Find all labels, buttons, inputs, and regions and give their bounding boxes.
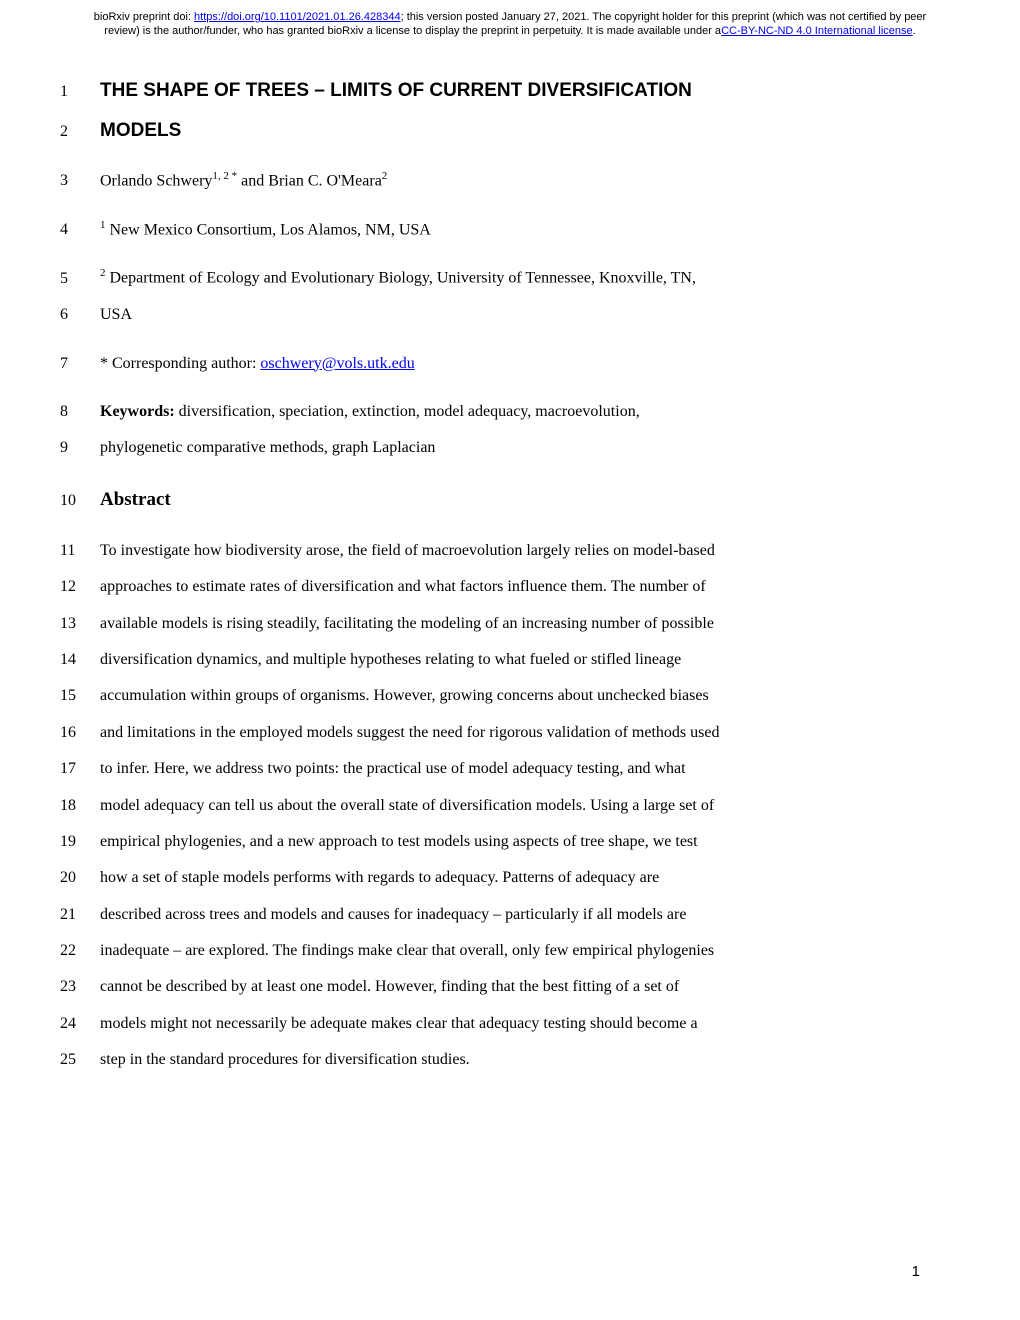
abstract-line: 17to infer. Here, we address two points:… (60, 754, 920, 784)
preprint-banner: bioRxiv preprint doi: https://doi.org/10… (0, 0, 1020, 44)
affil-body: New Mexico Consortium, Los Alamos, NM, U… (106, 221, 431, 238)
abstract-text: empirical phylogenies, and a new approac… (100, 827, 920, 857)
affiliation-text: 2 Department of Ecology and Evolutionary… (100, 263, 920, 294)
line-number: 17 (60, 760, 100, 778)
affiliation-2-line2: 6 USA (60, 300, 920, 330)
abstract-line: 11To investigate how biodiversity arose,… (60, 536, 920, 566)
affiliation-text: 1 New Mexico Consortium, Los Alamos, NM,… (100, 215, 920, 246)
abstract-text: inadequate – are explored. The findings … (100, 936, 920, 966)
abstract-text: accumulation within groups of organisms.… (100, 681, 920, 711)
abstract-line: 16and limitations in the employed models… (60, 718, 920, 748)
keywords-line-1: 8 Keywords: diversification, speciation,… (60, 397, 920, 427)
authors-text: Orlando Schwery1, 2 * and Brian C. O'Mea… (100, 166, 920, 197)
abstract-line: 21described across trees and models and … (60, 900, 920, 930)
abstract-line: 14diversification dynamics, and multiple… (60, 645, 920, 675)
author-and: and Brian C. O'Meara (237, 172, 382, 189)
line-number: 11 (60, 542, 100, 560)
abstract-text: model adequacy can tell us about the ove… (100, 791, 920, 821)
author-name: Orlando Schwery (100, 172, 212, 189)
corresponding-text: * Corresponding author: oschwery@vols.ut… (100, 349, 920, 379)
abstract-line: 23cannot be described by at least one mo… (60, 972, 920, 1002)
abstract-text: step in the standard procedures for dive… (100, 1045, 920, 1075)
line-number: 5 (60, 270, 100, 288)
email-link[interactable]: oschwery@vols.utk.edu (260, 355, 414, 372)
page-content: 1 THE SHAPE OF TREES – LIMITS OF CURRENT… (0, 44, 1020, 1112)
abstract-line: 19empirical phylogenies, and a new appro… (60, 827, 920, 857)
line-number: 22 (60, 942, 100, 960)
abstract-text: to infer. Here, we address two points: t… (100, 754, 920, 784)
abstract-line: 24models might not necessarily be adequa… (60, 1009, 920, 1039)
title-line-1: 1 THE SHAPE OF TREES – LIMITS OF CURRENT… (60, 74, 920, 108)
abstract-text: diversification dynamics, and multiple h… (100, 645, 920, 675)
abstract-line: 12approaches to estimate rates of divers… (60, 572, 920, 602)
corresponding-prefix: * Corresponding author: (100, 355, 260, 372)
abstract-text: how a set of staple models performs with… (100, 863, 920, 893)
abstract-body: 11To investigate how biodiversity arose,… (60, 536, 920, 1076)
line-number: 13 (60, 615, 100, 633)
title-text: THE SHAPE OF TREES – LIMITS OF CURRENT D… (100, 74, 920, 108)
line-number: 3 (60, 172, 100, 190)
title-line-2: 2 MODELS (60, 114, 920, 148)
affil-body: Department of Ecology and Evolutionary B… (106, 270, 696, 287)
line-number: 12 (60, 578, 100, 596)
keywords-text: phylogenetic comparative methods, graph … (100, 433, 920, 463)
keywords-line-2: 9 phylogenetic comparative methods, grap… (60, 433, 920, 463)
authors-line: 3 Orlando Schwery1, 2 * and Brian C. O'M… (60, 166, 920, 197)
page-number: 1 (912, 1263, 920, 1280)
license-suffix: . (913, 25, 916, 37)
line-number: 15 (60, 687, 100, 705)
line-number: 19 (60, 833, 100, 851)
abstract-text: To investigate how biodiversity arose, t… (100, 536, 920, 566)
abstract-text: available models is rising steadily, fac… (100, 609, 920, 639)
affiliation-text: USA (100, 300, 920, 330)
line-number: 25 (60, 1051, 100, 1069)
line-number: 18 (60, 797, 100, 815)
abstract-text: cannot be described by at least one mode… (100, 972, 920, 1002)
line-number: 1 (60, 83, 100, 101)
abstract-text: and limitations in the employed models s… (100, 718, 920, 748)
title-text: MODELS (100, 114, 920, 148)
author-affil-sup: 2 (382, 170, 388, 182)
line-number: 23 (60, 978, 100, 996)
abstract-text: approaches to estimate rates of diversif… (100, 572, 920, 602)
keywords-label: Keywords: (100, 403, 175, 420)
affiliation-1: 4 1 New Mexico Consortium, Los Alamos, N… (60, 215, 920, 246)
abstract-heading: Abstract (100, 482, 920, 518)
affiliation-2-line1: 5 2 Department of Ecology and Evolutiona… (60, 263, 920, 294)
abstract-heading-line: 10 Abstract (60, 482, 920, 518)
abstract-line: 25step in the standard procedures for di… (60, 1045, 920, 1075)
line-number: 20 (60, 869, 100, 887)
abstract-text: models might not necessarily be adequate… (100, 1009, 920, 1039)
doi-prefix: bioRxiv preprint doi: (94, 11, 194, 23)
line-number: 9 (60, 439, 100, 457)
line-number: 8 (60, 403, 100, 421)
corresponding-author-line: 7 * Corresponding author: oschwery@vols.… (60, 349, 920, 379)
line-number: 16 (60, 724, 100, 742)
line-number: 2 (60, 123, 100, 141)
author-affil-sup: 1, 2 * (212, 170, 237, 182)
doi-link[interactable]: https://doi.org/10.1101/2021.01.26.42834… (194, 11, 401, 23)
abstract-text: described across trees and models and ca… (100, 900, 920, 930)
line-number: 14 (60, 651, 100, 669)
keywords-text: Keywords: diversification, speciation, e… (100, 397, 920, 427)
keywords-body: diversification, speciation, extinction,… (175, 403, 640, 420)
line-number: 10 (60, 492, 100, 510)
line-number: 4 (60, 221, 100, 239)
license-link[interactable]: CC-BY-NC-ND 4.0 International license (721, 25, 913, 37)
line-number: 21 (60, 906, 100, 924)
line-number: 24 (60, 1015, 100, 1033)
abstract-line: 22inadequate – are explored. The finding… (60, 936, 920, 966)
abstract-line: 20how a set of staple models performs wi… (60, 863, 920, 893)
abstract-line: 13available models is rising steadily, f… (60, 609, 920, 639)
line-number: 7 (60, 355, 100, 373)
abstract-line: 18model adequacy can tell us about the o… (60, 791, 920, 821)
abstract-line: 15accumulation within groups of organism… (60, 681, 920, 711)
line-number: 6 (60, 306, 100, 324)
